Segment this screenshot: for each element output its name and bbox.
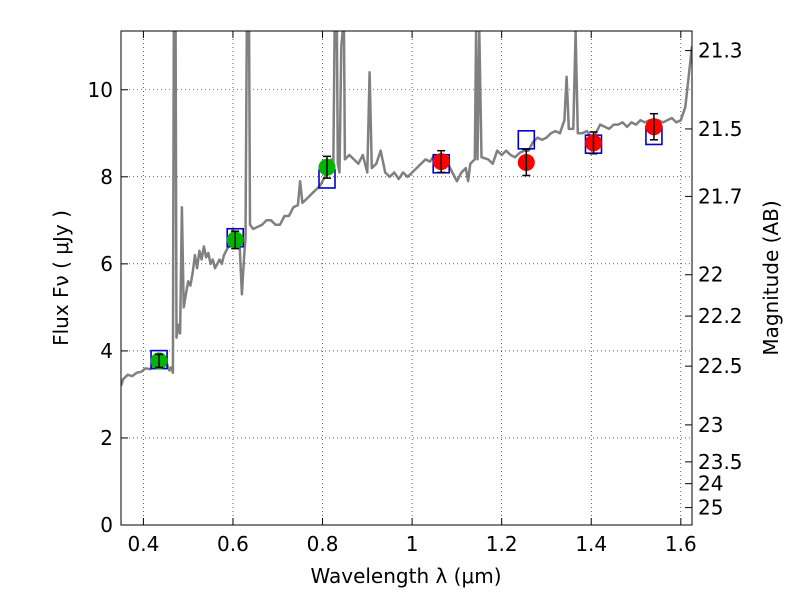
right-tick-label: 21.7: [698, 184, 743, 208]
y-tick-label: 4: [100, 339, 113, 363]
right-tick-label: 21.3: [698, 39, 743, 63]
x-axis-ticks: 0.4 0.6 0.8 1 1.2 1.4 1.6: [127, 31, 697, 556]
y-axis-title: Flux Fν ( μJy ): [49, 210, 73, 346]
y-tick-label: 8: [100, 165, 113, 189]
x-tick-label: 0.4: [127, 532, 159, 556]
right-tick-label: 25: [698, 496, 723, 520]
right-tick-label: 22: [698, 263, 723, 287]
x-tick-label: 1.6: [665, 532, 697, 556]
y-tick-label: 6: [100, 252, 113, 276]
right-tick-label: 21.5: [698, 117, 743, 141]
right-axis-title: Magnitude (AB): [759, 200, 783, 355]
marker-layer: [150, 112, 663, 370]
spectrum-line: [121, 31, 692, 387]
right-tick-label: 24: [698, 472, 723, 496]
right-tick-label: 22.5: [698, 354, 743, 378]
x-tick-label: 0.8: [307, 532, 339, 556]
right-tick-label: 22.2: [698, 304, 743, 328]
x-axis-title: Wavelength λ (μm): [310, 564, 501, 588]
spectrum-layer: [121, 31, 692, 387]
y-tick-label: 2: [100, 426, 113, 450]
x-tick-label: 1.4: [575, 532, 607, 556]
y-tick-label: 10: [88, 78, 113, 102]
x-tick-label: 1.2: [486, 532, 518, 556]
x-tick-label: 0.6: [217, 532, 249, 556]
plot-frame: [120, 30, 693, 526]
right-tick-label: 23.5: [698, 450, 743, 474]
y-tick-label: 0: [100, 513, 113, 537]
x-tick-label: 1: [406, 532, 419, 556]
y-axis-ticks: 0 2 4 6 8 10: [88, 78, 128, 537]
grid-lines: [121, 31, 692, 526]
right-tick-label: 23: [698, 413, 723, 437]
